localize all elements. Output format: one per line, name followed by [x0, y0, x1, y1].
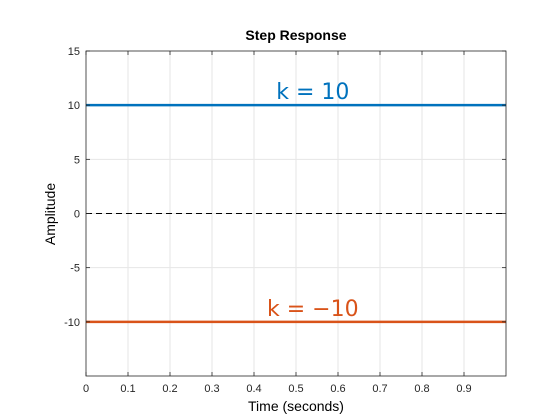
annotations: k = 10 k = −10 [267, 80, 359, 322]
annotation-label-2: k = −10 [267, 297, 359, 322]
y-tick-label: 5 [74, 154, 80, 166]
chart-title: Step Response [245, 27, 346, 43]
x-tick-label: 0.9 [456, 383, 471, 395]
annotation-label-1: k = 10 [276, 80, 349, 105]
x-tick-label: 0 [83, 383, 89, 395]
x-tick-label: 0.2 [162, 383, 177, 395]
x-tick-label: 0.6 [330, 383, 345, 395]
x-tick-label: 0.4 [246, 383, 261, 395]
x-tick-label: 0.8 [414, 383, 429, 395]
ticks: 0 0.1 0.2 0.3 0.4 0.5 0.6 0.7 0.8 0.9 15 10 5 0 -5 -10 [64, 46, 506, 395]
x-tick-label: 0.5 [288, 383, 303, 395]
series-lines [86, 103, 506, 324]
y-tick-label: -5 [70, 263, 80, 275]
y-tick-label: 15 [68, 46, 80, 58]
y-tick-label: 0 [74, 209, 80, 221]
y-tick-label: 10 [68, 100, 80, 112]
x-tick-label: 0.7 [372, 383, 387, 395]
y-axis-label: Amplitude [42, 183, 58, 245]
y-tick-label: -10 [64, 317, 80, 329]
x-tick-label: 0.1 [120, 383, 135, 395]
x-axis-label: Time (seconds) [248, 398, 344, 414]
x-tick-label: 0.3 [204, 383, 219, 395]
